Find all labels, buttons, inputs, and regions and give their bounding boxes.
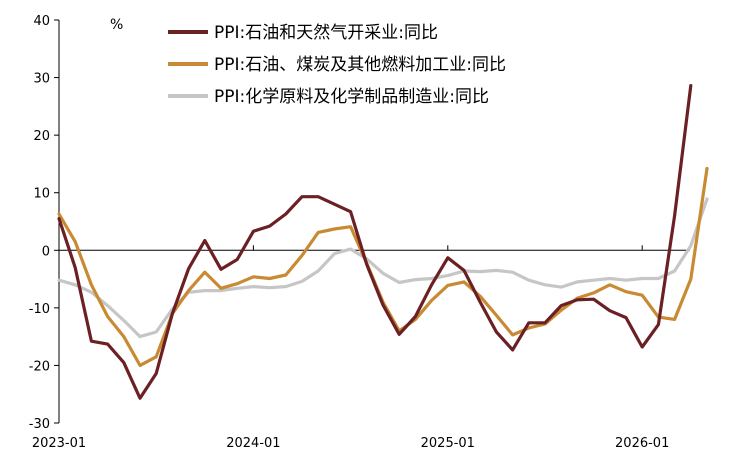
y-tick-label: 40 <box>33 14 50 29</box>
legend-label-3: PPI:化学原料及化学制品制造业:同比 <box>214 87 489 107</box>
series-line-2 <box>57 166 709 367</box>
series-layer <box>57 83 709 400</box>
y-tick-label: 10 <box>33 187 50 202</box>
x-tick-label: 2025-01 <box>421 436 475 451</box>
y-tick-label: -10 <box>29 302 50 317</box>
y-tick-label: -30 <box>29 417 50 432</box>
x-tick-label: 2024-01 <box>226 436 280 451</box>
x-tick-label: 2023-01 <box>32 436 86 451</box>
x-tick-label: 2026-01 <box>615 436 669 451</box>
y-axis: -30 -20 -10 0 10 20 30 40 <box>29 14 59 432</box>
legend-label-1: PPI:石油和天然气开采业:同比 <box>214 23 438 43</box>
series-line-1 <box>57 83 693 400</box>
y-tick-label: 20 <box>33 129 50 144</box>
unit-label: % <box>110 17 123 33</box>
y-tick-label: 0 <box>42 244 50 259</box>
legend: PPI:石油和天然气开采业:同比 PPI:石油、煤炭及其他燃料加工业:同比 PPI:… <box>168 23 506 107</box>
y-tick-label: -20 <box>29 359 50 374</box>
y-tick-label: 30 <box>33 72 50 87</box>
series-line-3 <box>57 197 709 339</box>
legend-label-2: PPI:石油、煤炭及其他燃料加工业:同比 <box>214 55 506 75</box>
x-axis: 2023-01 2024-01 2025-01 2026-01 <box>32 245 669 451</box>
